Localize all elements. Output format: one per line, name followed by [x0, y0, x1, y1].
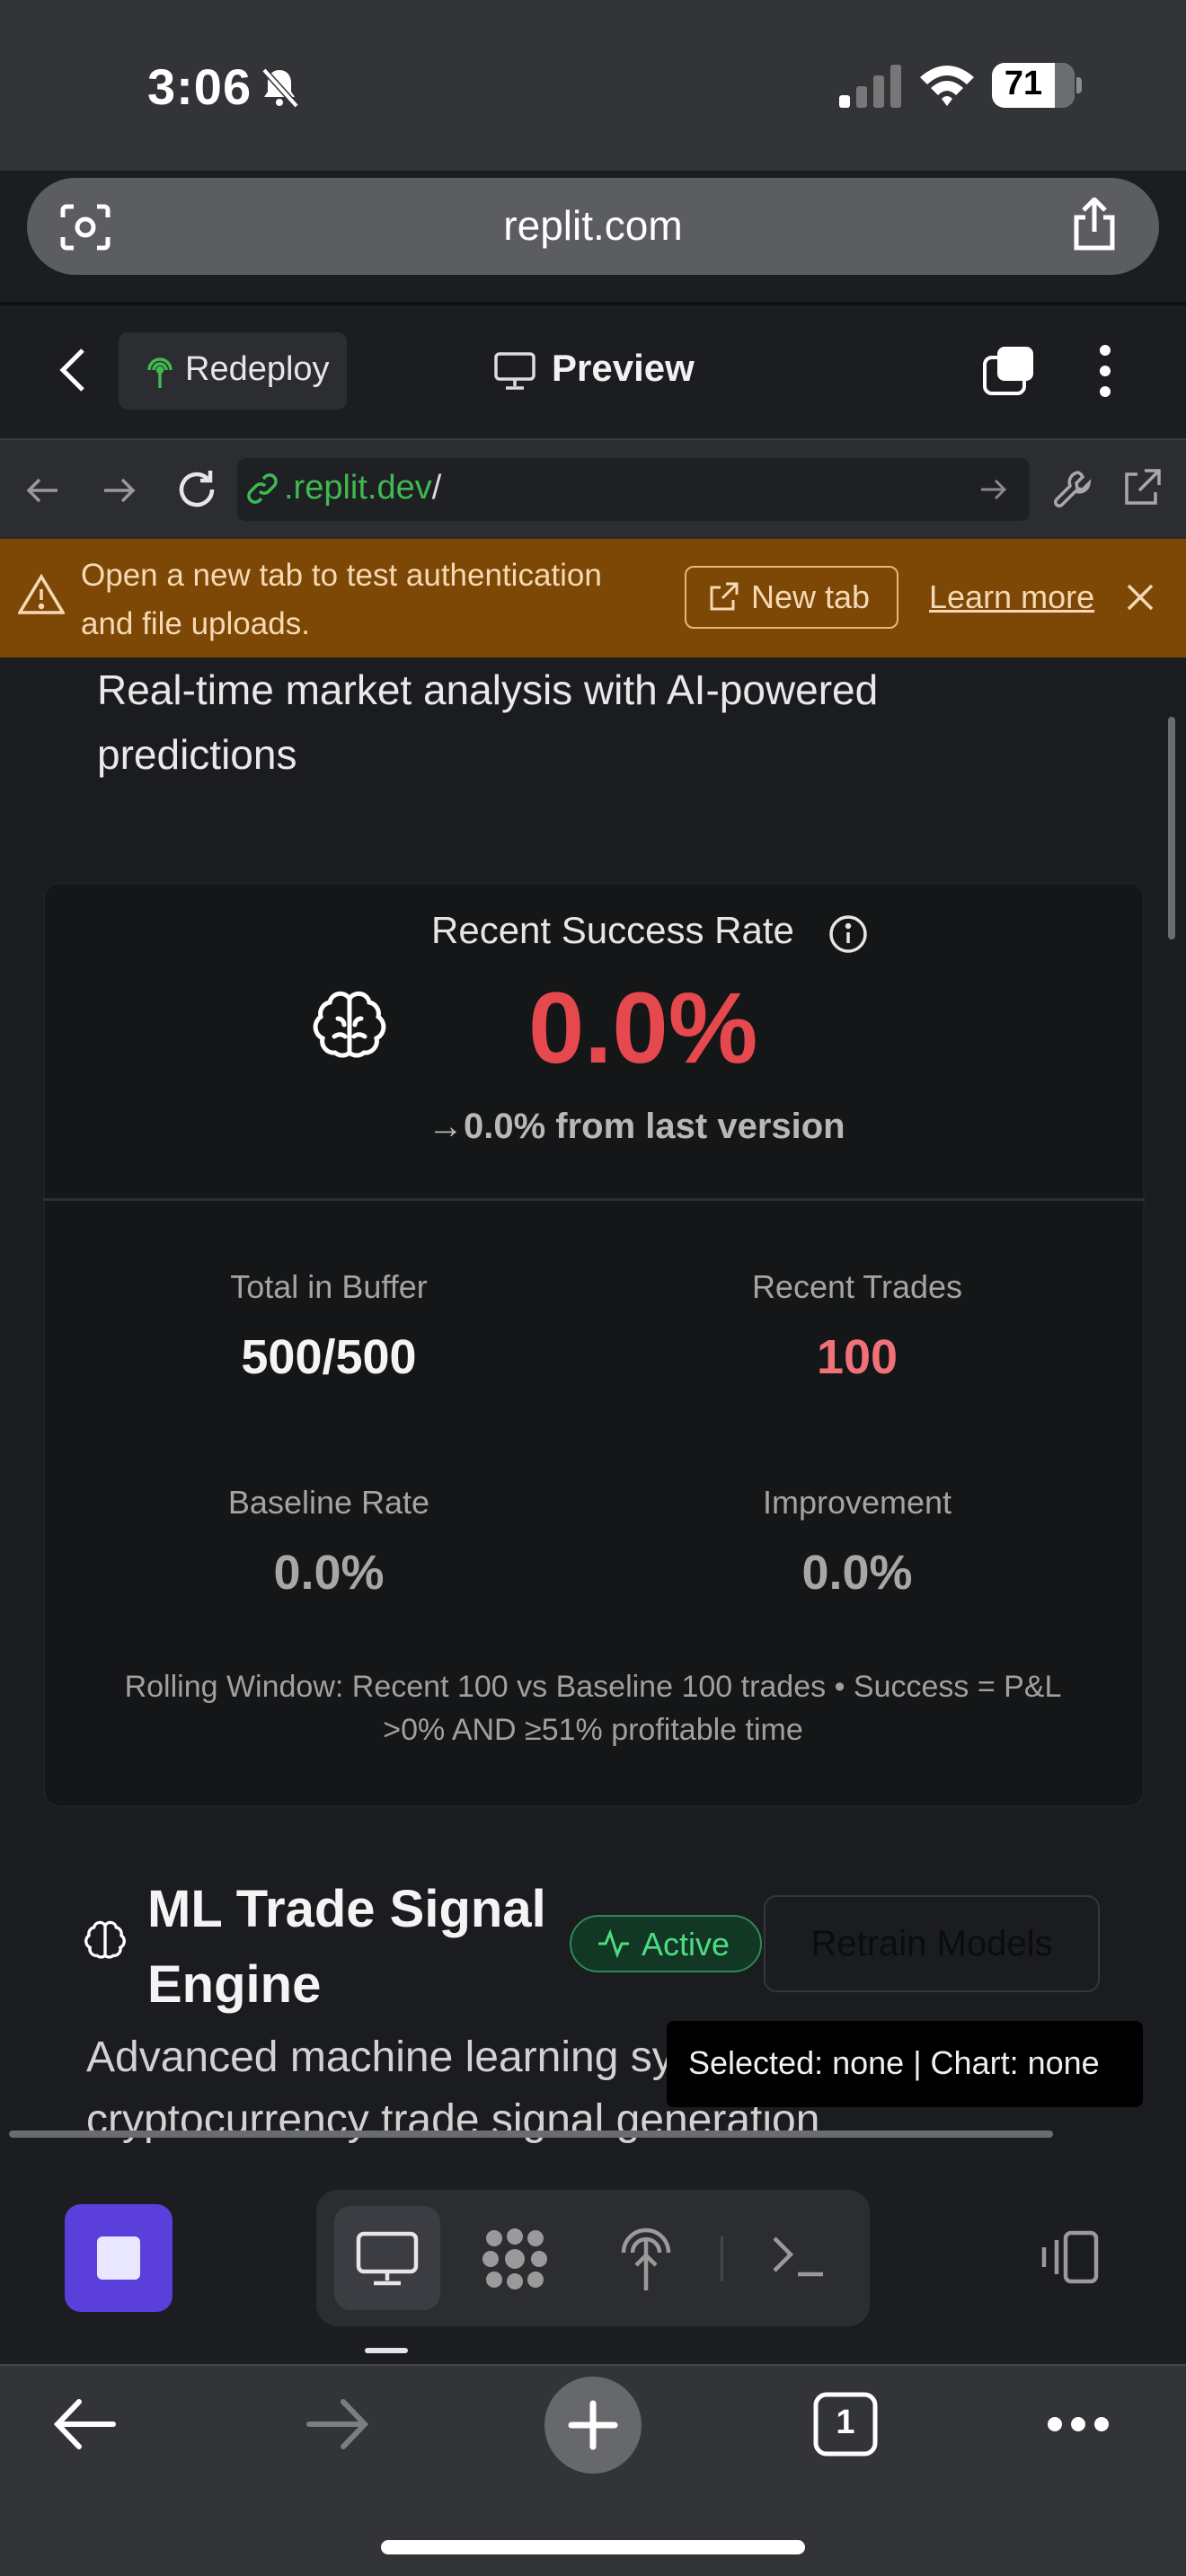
success-rate-delta: →0.0% from last version: [428, 1107, 845, 1146]
tabs-icon[interactable]: [981, 345, 1037, 397]
dock-tab-preview[interactable]: [334, 2206, 440, 2310]
external-link-icon[interactable]: [1120, 467, 1163, 510]
status-bar: [0, 0, 1186, 171]
safari-address-bar[interactable]: replit.com: [27, 178, 1159, 275]
page-subtitle: Real-time market analysis with AI-powere…: [97, 666, 879, 778]
battery-level: 71: [1004, 65, 1043, 102]
metric-value: 0.0%: [801, 1546, 913, 1600]
learn-more-link[interactable]: Learn more: [929, 578, 1095, 615]
banner-message: Open a new tab to test authentication an…: [81, 558, 602, 641]
brain-icon: [313, 991, 386, 1058]
divider: [43, 1198, 1145, 1201]
battery-tip: [1076, 77, 1082, 93]
tab-count-icon[interactable]: [812, 2391, 879, 2457]
url-text: .replit.dev/: [284, 469, 441, 507]
redeploy-icon: [147, 357, 173, 388]
horizontal-scrollbar[interactable]: [9, 2130, 1053, 2138]
bell-muted-icon: [261, 67, 299, 109]
dock-active-indicator: [365, 2348, 408, 2353]
url-host: .replit.dev: [284, 469, 432, 507]
plus-icon: [568, 2400, 618, 2450]
brain-icon: [84, 1920, 126, 1959]
wifi-icon: [920, 66, 974, 106]
wrench-icon[interactable]: [1051, 467, 1094, 510]
preview-title[interactable]: Preview: [552, 347, 695, 389]
tab-count: 1: [836, 2404, 855, 2441]
status-badge-label: Active: [642, 1926, 730, 1963]
arrow-right-icon[interactable]: [101, 472, 137, 508]
pulse-icon: [598, 1928, 629, 1959]
metric-value: 100: [816, 1330, 898, 1384]
status-badge: [570, 1915, 762, 1972]
cell-signal-icon: [839, 65, 901, 108]
metric-label: Baseline Rate: [227, 1484, 430, 1521]
warning-icon: [18, 573, 65, 614]
camera-lens-icon[interactable]: [59, 203, 111, 251]
retrain-models-label: Retrain Models: [810, 1924, 1053, 1963]
refresh-icon[interactable]: [174, 467, 219, 512]
metric-value: 0.0%: [273, 1546, 385, 1600]
debug-overlay-text: Selected: none | Chart: none: [688, 2044, 1100, 2081]
retrain-models-button[interactable]: [764, 1895, 1100, 1992]
share-icon[interactable]: [1069, 198, 1120, 251]
arrow-left-icon[interactable]: [25, 472, 61, 508]
vertical-scrollbar[interactable]: [1168, 717, 1175, 940]
back-chevron-icon[interactable]: [59, 347, 86, 393]
layout-toggle-icon[interactable]: [1035, 2229, 1100, 2285]
arrow-left-icon[interactable]: [52, 2398, 117, 2450]
new-tab-button[interactable]: [685, 566, 898, 629]
home-indicator: [381, 2540, 805, 2554]
new-tab-label: New tab: [751, 578, 871, 615]
app-preview: Real-time market analysis with AI-powere…: [0, 657, 1186, 2148]
ml-engine-title: ML Trade Signal Engine: [147, 1880, 546, 2014]
redeploy-label: Redeploy: [185, 350, 330, 388]
go-arrow-icon[interactable]: [979, 476, 1008, 503]
status-time: 3:06: [147, 58, 252, 115]
url-path: /: [431, 469, 442, 507]
stop-icon: [97, 2236, 140, 2280]
metric-label: Improvement: [762, 1484, 952, 1521]
rolling-window-note: Rolling Window: Recent 100 vs Baseline 1…: [124, 1670, 1062, 1747]
success-rate-title: Recent Success Rate: [431, 909, 794, 951]
debug-overlay: [667, 2021, 1143, 2107]
link-icon: [247, 473, 278, 504]
agent-icon[interactable]: [482, 2228, 548, 2290]
info-icon[interactable]: [828, 914, 868, 954]
success-rate-value: 0.0%: [528, 972, 758, 1084]
metric-value: 500/500: [241, 1330, 417, 1384]
url-input[interactable]: [237, 458, 1030, 521]
monitor-icon: [356, 2231, 419, 2286]
auth-warning-banner: [0, 539, 1186, 657]
close-icon[interactable]: [1125, 582, 1155, 613]
battery-icon: [992, 63, 1075, 108]
metric-label: Recent Trades: [751, 1268, 963, 1305]
kebab-menu-icon[interactable]: [1098, 345, 1112, 397]
metric-label: Total in Buffer: [230, 1268, 428, 1305]
dock-separator: [721, 2236, 723, 2281]
deploy-icon[interactable]: [620, 2226, 672, 2292]
success-rate-card: [43, 882, 1145, 1807]
address-text: replit.com: [503, 202, 683, 249]
external-link-icon: [710, 582, 739, 611]
more-icon[interactable]: [1046, 2414, 1111, 2434]
shell-icon[interactable]: [769, 2231, 827, 2281]
arrow-right-icon[interactable]: [305, 2398, 370, 2450]
monitor-icon: [494, 352, 535, 390]
